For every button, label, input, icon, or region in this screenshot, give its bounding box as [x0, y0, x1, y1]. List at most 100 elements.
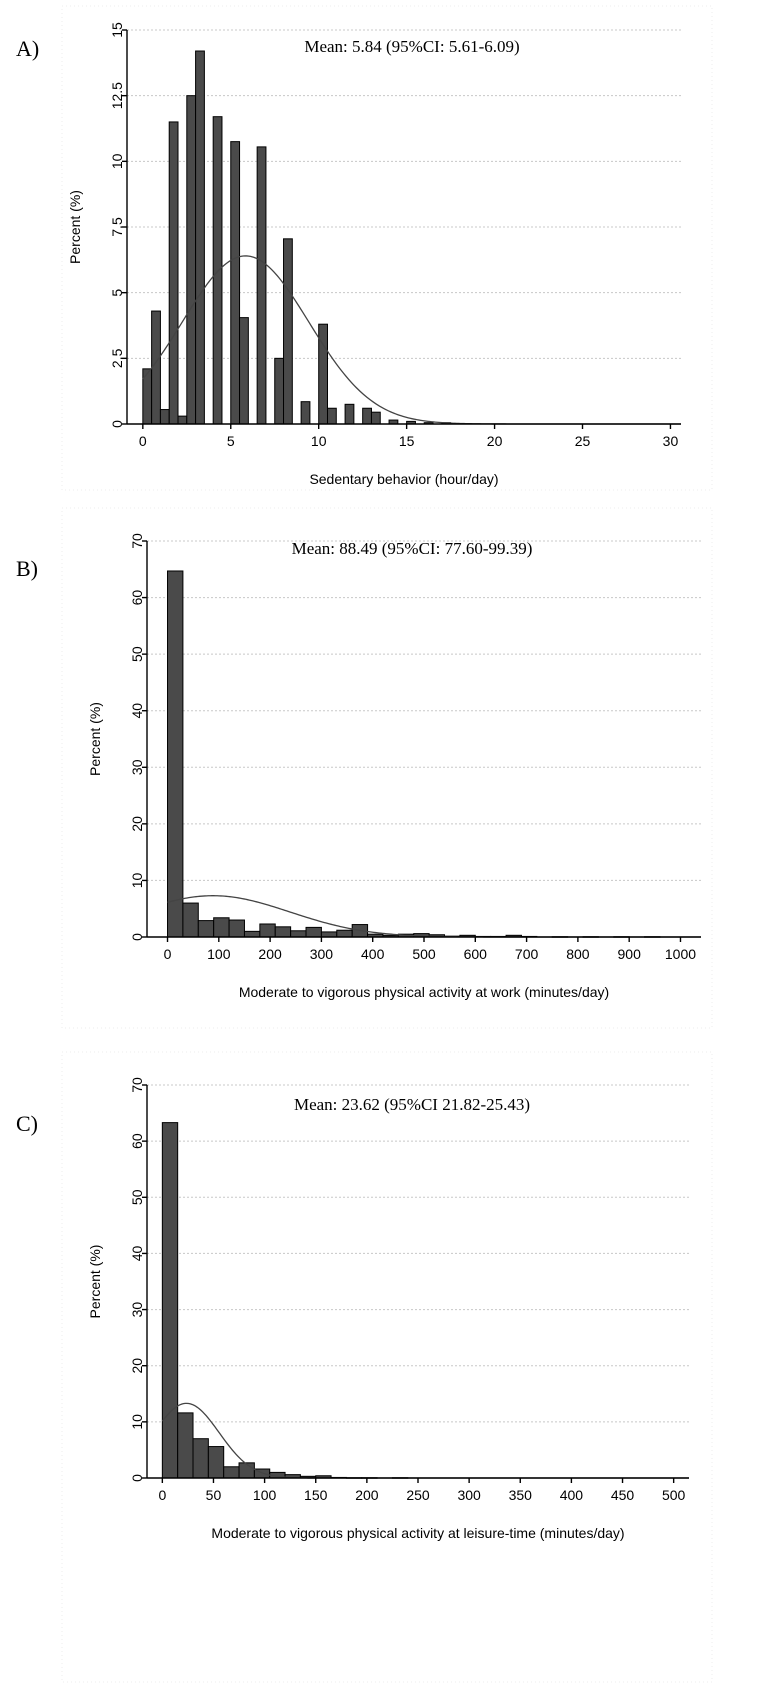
y-axis-title: Percent (%) — [87, 702, 103, 776]
x-tick-label: 5 — [227, 433, 235, 449]
panel-label: B) — [16, 556, 38, 581]
x-tick-label: 100 — [253, 1487, 277, 1503]
histogram-bar — [197, 920, 215, 938]
y-tick-label: 0 — [109, 420, 125, 428]
x-tick-label: 200 — [258, 946, 282, 962]
y-tick-label: 0 — [129, 933, 145, 941]
histogram-bar — [305, 926, 322, 938]
histogram-bar — [259, 923, 276, 938]
x-tick-label: 25 — [575, 433, 591, 449]
histogram-bar — [290, 930, 307, 938]
histogram-bar — [167, 570, 184, 938]
histogram-bar — [274, 926, 292, 938]
histogram-bar — [159, 409, 170, 425]
histogram-bar — [320, 931, 338, 938]
y-tick-label: 20 — [129, 1358, 145, 1374]
histogram-bar — [195, 50, 205, 425]
y-tick-label: 40 — [129, 1245, 145, 1261]
y-tick-label: 50 — [129, 646, 145, 662]
normal-curve — [167, 895, 701, 938]
histogram-bar — [230, 141, 241, 425]
histogram-bar — [274, 357, 285, 425]
mean-annotation: Mean: 88.49 (95%CI: 77.60-99.39) — [292, 539, 533, 558]
x-tick-label: 50 — [206, 1487, 222, 1503]
histogram-bar — [213, 917, 230, 938]
x-tick-label: 150 — [304, 1487, 328, 1503]
histogram-bar — [300, 401, 311, 425]
x-tick-label: 30 — [663, 433, 679, 449]
histogram-bar — [212, 116, 223, 425]
histogram-bar — [151, 310, 161, 425]
chart-panel-c: 0 10 20 30 40 50 60 70 0 50 100 150 200 250 300 350 400 4… — [16, 1077, 689, 1541]
x-tick-label: 400 — [560, 1487, 584, 1503]
y-tick-label: 60 — [129, 590, 145, 606]
y-axis-title: Percent (%) — [87, 1245, 103, 1319]
x-tick-label: 800 — [566, 946, 590, 962]
x-tick-label: 200 — [355, 1487, 379, 1503]
x-tick-label: 500 — [412, 946, 436, 962]
histogram-bar — [228, 919, 245, 938]
x-axis-title: Moderate to vigorous physical activity a… — [211, 1525, 624, 1541]
histogram-bar — [182, 902, 199, 938]
x-tick-label: 300 — [310, 946, 334, 962]
histogram-bar — [256, 146, 267, 425]
y-tick-label: 15 — [109, 22, 125, 38]
y-tick-label: 5 — [109, 289, 125, 297]
y-tick-label: 20 — [129, 816, 145, 832]
panel-frame-b — [61, 507, 713, 1029]
x-tick-label: 1000 — [665, 946, 696, 962]
y-tick-label: 30 — [129, 1302, 145, 1318]
y-axis-title: Percent (%) — [67, 190, 83, 264]
y-tick-label: 70 — [129, 533, 145, 549]
histogram-bar — [239, 317, 249, 425]
y-tick-label: 40 — [129, 703, 145, 719]
histogram-bar — [344, 403, 355, 425]
x-tick-label: 450 — [611, 1487, 635, 1503]
y-tick-label: 2.5 — [109, 348, 125, 368]
histogram-bar — [362, 407, 372, 425]
y-tick-label: 30 — [129, 759, 145, 775]
x-tick-label: 0 — [139, 433, 147, 449]
histogram-bar — [243, 930, 261, 938]
x-tick-label: 900 — [618, 946, 642, 962]
panel-label: A) — [16, 36, 39, 61]
histogram-bar — [207, 1446, 225, 1479]
x-tick-label: 500 — [662, 1487, 686, 1503]
x-tick-label: 15 — [399, 433, 415, 449]
y-tick-label: 70 — [129, 1077, 145, 1093]
x-tick-label: 20 — [487, 433, 503, 449]
panel-label: C) — [16, 1111, 38, 1136]
y-tick-label: 10 — [129, 872, 145, 888]
histogram-bar — [336, 929, 353, 938]
y-tick-label: 10 — [109, 153, 125, 169]
normal-curve — [142, 255, 681, 425]
y-tick-label: 0 — [129, 1474, 145, 1482]
y-tick-label: 10 — [129, 1414, 145, 1430]
x-axis-title: Sedentary behavior (hour/day) — [309, 471, 498, 487]
x-tick-label: 300 — [457, 1487, 481, 1503]
panel-frame-a — [61, 5, 713, 491]
y-tick-label: 12.5 — [109, 82, 125, 109]
histogram-bar — [370, 411, 381, 425]
y-tick-label: 7.5 — [109, 217, 125, 237]
histogram-bar — [161, 1122, 179, 1479]
x-tick-label: 350 — [509, 1487, 533, 1503]
histogram-bar — [177, 415, 188, 425]
histogram-bar — [192, 1438, 209, 1479]
chart-panel-a: 0 2.5 5 7.5 10 12.5 15 0 5 10 15 20 25 30 Sedentary be… — [16, 22, 681, 487]
x-tick-label: 10 — [311, 433, 327, 449]
histogram-bar — [326, 407, 337, 425]
mean-annotation: Mean: 23.62 (95%CI 21.82-25.43) — [294, 1095, 530, 1114]
x-tick-label: 250 — [406, 1487, 430, 1503]
histogram-bar — [238, 1462, 255, 1479]
x-tick-label: 100 — [207, 946, 231, 962]
histogram-bar — [168, 121, 179, 425]
histogram-bar — [186, 95, 197, 425]
histogram-bar — [223, 1466, 240, 1479]
x-tick-label: 700 — [515, 946, 539, 962]
y-tick-label: 60 — [129, 1133, 145, 1149]
x-axis-title: Moderate to vigorous physical activity a… — [239, 984, 609, 1000]
x-tick-label: 600 — [464, 946, 488, 962]
